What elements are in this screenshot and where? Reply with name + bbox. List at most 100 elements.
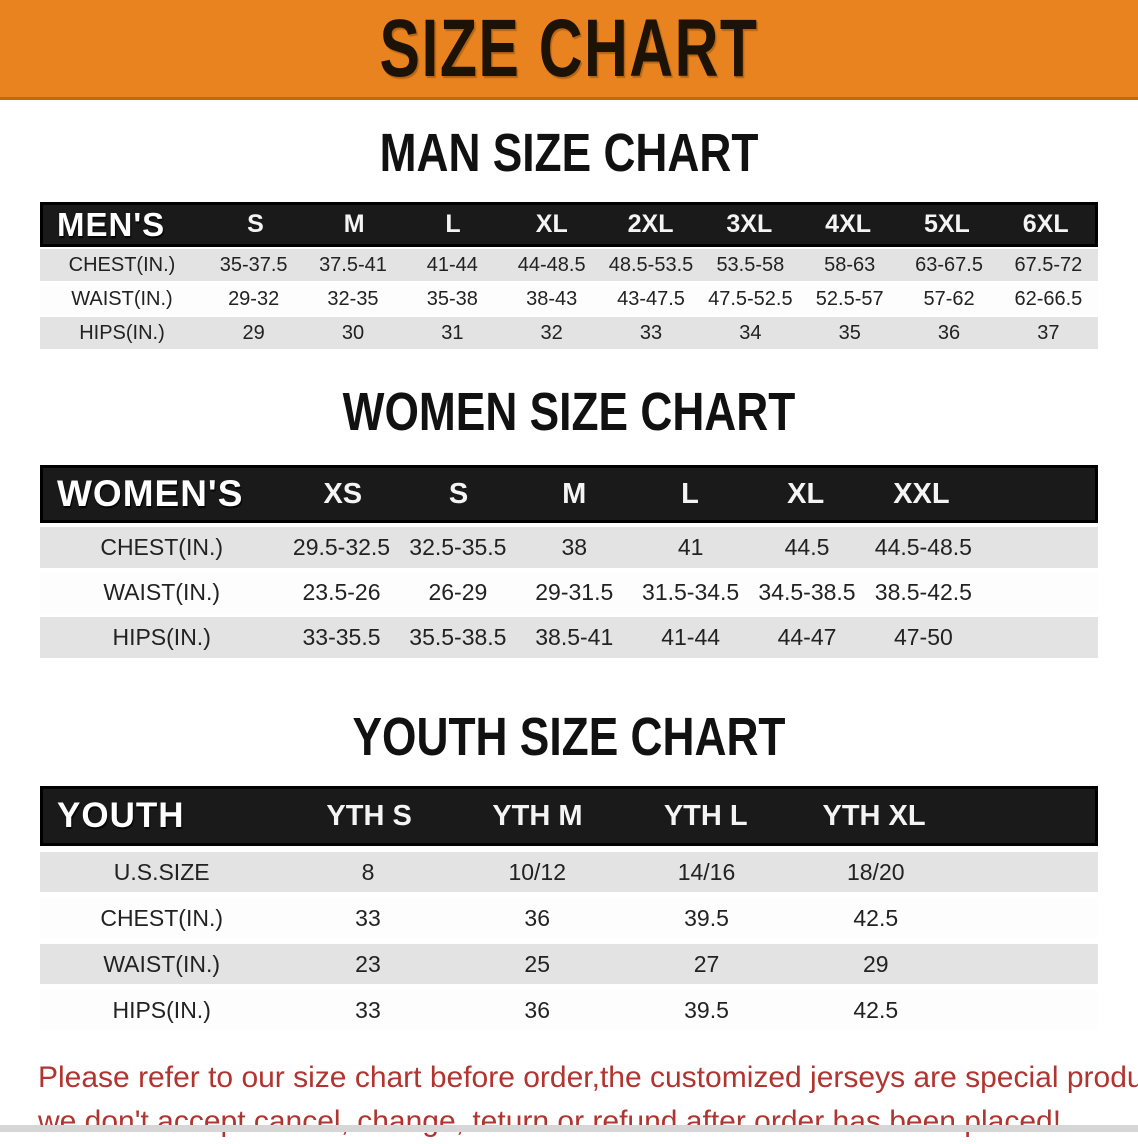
cell-value: 39.5 (684, 904, 729, 931)
table-row: HIPS(IN.) 29 30 31 32 33 34 35 36 37 (40, 317, 1098, 349)
table-row: HIPS(IN.) 33 36 39.5 42.5 (40, 990, 1098, 1030)
table-row: HIPS(IN.) 33-35.5 35.5-38.5 38.5-41 41-44 44-… (40, 617, 1098, 658)
cell-value: 62-66.5 (1014, 287, 1083, 310)
cell-value: 41-44 (426, 253, 478, 276)
cell-value: 35-37.5 (219, 253, 288, 276)
cell-value: 57-62 (923, 287, 975, 310)
row-label: HIPS(IN.) (112, 624, 211, 650)
table-row: CHEST(IN.) 35-37.5 37.5-41 41-44 44-48.5 48.5… (40, 249, 1098, 281)
cell-value: 25 (524, 950, 551, 977)
cell-value: 36 (524, 996, 551, 1023)
cell-value: 18/20 (846, 858, 905, 885)
cell-value: 34.5-38.5 (758, 579, 856, 605)
cell-value: 34 (739, 321, 762, 344)
cell-value: 37.5-41 (319, 253, 387, 276)
cell-value: 38.5-42.5 (874, 579, 972, 605)
cell-value: 44.5-48.5 (874, 534, 972, 560)
row-label: U.S.SIZE (113, 858, 210, 885)
row-label: CHEST(IN.) (100, 904, 223, 931)
cell-value: 35 (838, 321, 861, 344)
cell-value: 38.5-41 (535, 624, 614, 650)
cell-value: 33 (355, 904, 381, 931)
cell-value: 42.5 (853, 904, 899, 931)
disclaimer-text: Please refer to our size chart before or… (38, 1056, 1138, 1144)
column-header: S (247, 210, 264, 238)
cell-value: 37 (1037, 321, 1060, 344)
banner: SIZE CHART (0, 0, 1138, 100)
women-table-header-row: WOMEN'S XS S M L XL XXL (40, 465, 1098, 523)
table-header-label: MEN'S (57, 205, 166, 243)
column-header: 3XL (726, 210, 773, 238)
row-label: WAIST(IN.) (103, 950, 220, 977)
cell-value: 36 (524, 904, 551, 931)
cell-value: 23.5-26 (302, 579, 381, 605)
banner-title: SIZE CHART (379, 2, 759, 94)
cell-value: 33-35.5 (302, 624, 381, 650)
cell-value: 41-44 (661, 624, 721, 650)
charts-container: MAN SIZE CHART MEN'S S M L XL 2XL 3XL 4XL 5XL 6XL… (0, 126, 1138, 1144)
disclaimer-line-2: we don't accept cancel, change, teturn o… (38, 1105, 1062, 1138)
column-header: YTH XL (822, 799, 926, 832)
cell-value: 29-32 (228, 287, 280, 310)
table-row: U.S.SIZE 8 10/12 14/16 18/20 (40, 852, 1098, 892)
row-label: WAIST(IN.) (71, 287, 173, 310)
men-section-heading-text: MAN SIZE CHART (379, 123, 759, 183)
cell-value: 36 (937, 321, 961, 344)
cell-value: 35.5-38.5 (409, 624, 507, 650)
cell-value: 44.5 (784, 534, 830, 560)
youth-section-heading: YOUTH SIZE CHART (0, 710, 1138, 764)
table-row: WAIST(IN.) 23 25 27 29 (40, 944, 1098, 984)
cell-value: 29.5-32.5 (292, 534, 391, 560)
column-header: YTH L (663, 799, 748, 832)
cell-value: 67.5-72 (1014, 253, 1083, 276)
cell-value: 63-67.5 (915, 253, 983, 276)
cell-value: 52.5-57 (815, 287, 884, 310)
cell-value: 33 (639, 321, 663, 344)
cell-value: 58-63 (824, 253, 876, 276)
table-header-label: YOUTH (57, 796, 185, 835)
column-header: YTH S (326, 799, 412, 832)
table-row: WAIST(IN.) 23.5-26 26-29 29-31.5 31.5-34.5 34… (40, 572, 1098, 613)
table-header-label: WOMEN'S (57, 473, 244, 514)
cell-value: 39.5 (684, 996, 729, 1023)
cell-value: 31 (441, 321, 464, 344)
cell-value: 26-29 (428, 579, 488, 605)
cell-value: 29 (242, 321, 265, 344)
cell-value: 53.5-58 (716, 253, 785, 276)
column-header: L (681, 477, 699, 510)
cell-value: 32 (540, 321, 563, 344)
column-header: XS (323, 477, 363, 510)
column-header: L (445, 210, 461, 238)
men-table-header-row: MEN'S S M L XL 2XL 3XL 4XL 5XL 6XL (40, 202, 1098, 247)
cell-value: 32-35 (327, 287, 379, 310)
youth-table-header-row: YOUTH YTH S YTH M YTH L YTH XL (40, 786, 1098, 846)
column-header: 4XL (825, 210, 872, 238)
cell-value: 32.5-35.5 (409, 534, 507, 560)
cell-value: 10/12 (508, 858, 566, 885)
cell-value: 42.5 (853, 996, 899, 1023)
column-header: XL (535, 210, 568, 238)
cell-value: 44-47 (777, 624, 837, 650)
cell-value: 43-47.5 (617, 287, 685, 310)
men-size-table: MEN'S S M L XL 2XL 3XL 4XL 5XL 6XL CHEST(IN.) 35-3… (40, 202, 1098, 349)
column-header: M (562, 477, 587, 510)
column-header: 2XL (627, 210, 674, 238)
cell-value: 41 (677, 534, 704, 560)
cell-value: 29-31.5 (535, 579, 614, 605)
cell-value: 33 (355, 996, 381, 1023)
women-section-heading-text: WOMEN SIZE CHART (342, 382, 796, 442)
table-row: WAIST(IN.) 29-32 32-35 35-38 38-43 43-47.5 47.… (40, 283, 1098, 315)
cell-value: 30 (341, 321, 365, 344)
men-section-heading: MAN SIZE CHART (0, 126, 1138, 180)
row-label: HIPS(IN.) (79, 321, 165, 344)
cell-value: 47.5-52.5 (708, 287, 793, 310)
cell-value: 8 (361, 858, 375, 885)
women-size-table: WOMEN'S XS S M L XL XXL CHEST(IN.) 29.5-32.5 32.… (40, 465, 1098, 658)
table-row: CHEST(IN.) 29.5-32.5 32.5-35.5 38 41 44.5 44.5… (40, 527, 1098, 568)
cell-value: 29 (862, 950, 889, 977)
table-row: CHEST(IN.) 33 36 39.5 42.5 (40, 898, 1098, 938)
row-label: CHEST(IN.) (68, 253, 176, 276)
youth-section-heading-text: YOUTH SIZE CHART (352, 707, 786, 767)
column-header: S (448, 477, 469, 510)
disclaimer-line-1: Please refer to our size chart before or… (38, 1061, 1138, 1094)
